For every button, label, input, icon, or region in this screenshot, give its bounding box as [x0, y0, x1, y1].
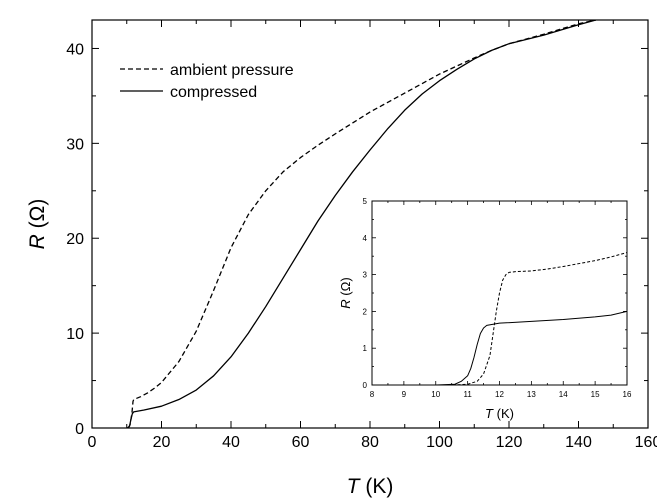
inset-x-tick-label: 16 [623, 390, 632, 399]
main-legend: ambient pressure compressed [120, 62, 294, 101]
main-x-tick-label: 120 [496, 434, 523, 451]
inset-y-tick-label: 2 [363, 307, 368, 316]
main-x-tick-label: 0 [88, 434, 97, 451]
inset-x-tick-label: 9 [402, 390, 407, 399]
main-y-tick-label: 30 [66, 136, 84, 153]
inset-y-tick-label: 4 [363, 234, 368, 243]
main-y-tick-label: 10 [66, 326, 84, 343]
main-x-tick-label: 20 [153, 434, 171, 451]
inset-series-line-solid [397, 310, 627, 385]
main-y-tick-label: 40 [66, 41, 84, 58]
inset-y-tick-label: 5 [363, 197, 368, 206]
inset-x-tick-label: 13 [527, 390, 536, 399]
main-x-tick-label: 100 [426, 434, 453, 451]
inset-y-tick-label: 1 [363, 344, 368, 353]
inset-series-line-dashed [397, 252, 627, 385]
inset-x-tick-label: 11 [463, 390, 472, 399]
inset-x-tick-label: 12 [495, 390, 504, 399]
inset-x-tick-label: 10 [431, 390, 440, 399]
inset-x-tick-label: 14 [559, 390, 568, 399]
main-x-tick-label: 80 [361, 434, 379, 451]
legend-label-compressed: compressed [170, 84, 257, 101]
main-x-tick-label: 60 [292, 434, 310, 451]
inset-y-tick-label: 3 [363, 271, 368, 280]
inset-x-tick-label: 15 [591, 390, 600, 399]
main-series-line-compressed [127, 20, 597, 428]
main-x-tick-label: 160 [635, 434, 657, 451]
inset-y-tick-label: 0 [363, 381, 368, 390]
inset-y-axis-title: R (Ω) [338, 277, 353, 308]
main-y-tick-label: 20 [66, 231, 84, 248]
main-x-tick-label: 140 [565, 434, 592, 451]
legend-label-ambient-pressure: ambient pressure [170, 62, 294, 79]
main-y-axis-title: R (Ω) [26, 199, 49, 250]
main-x-axis-title: T (K) [347, 475, 394, 498]
main-y-tick-label: 0 [75, 421, 84, 438]
inset-x-axis-title: T (K) [485, 406, 514, 421]
main-x-tick-label: 40 [222, 434, 240, 451]
inset-x-tick-label: 8 [370, 390, 375, 399]
